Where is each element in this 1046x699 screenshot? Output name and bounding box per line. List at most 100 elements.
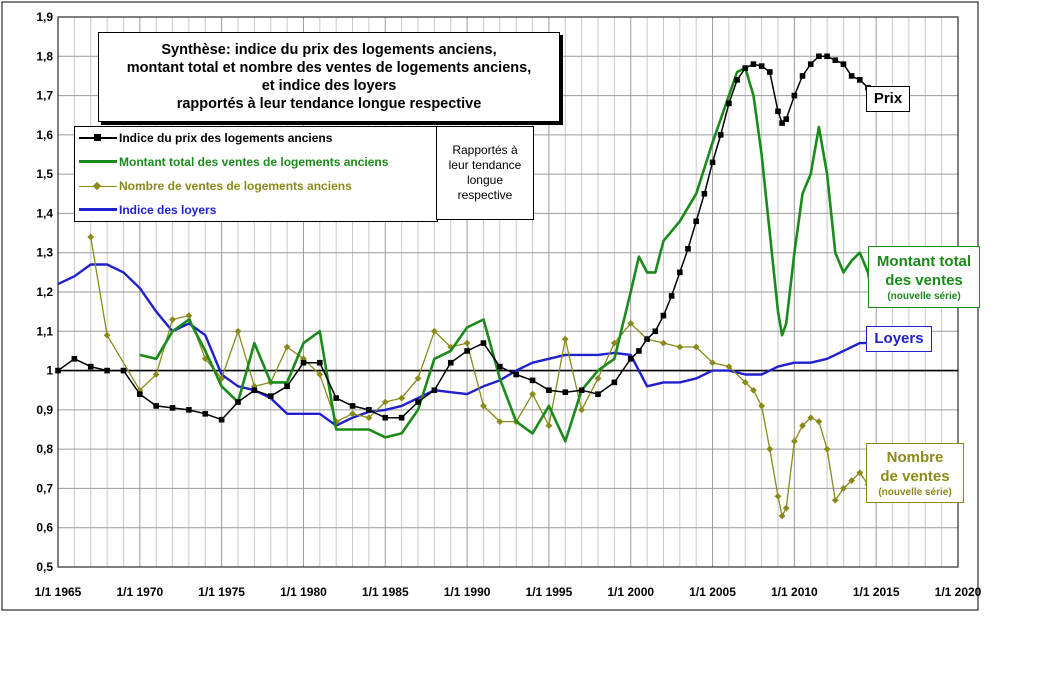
- data-point-prix: [791, 92, 798, 99]
- data-point-prix: [767, 69, 773, 75]
- data-point-nombre: [316, 371, 324, 378]
- data-point-nombre: [823, 445, 831, 453]
- y-tick-label: 0,6: [36, 521, 53, 535]
- data-point-nombre: [365, 414, 373, 422]
- data-point-prix: [668, 293, 675, 299]
- y-tick-label: 0,9: [36, 403, 53, 417]
- y-tick-label: 1,1: [36, 324, 53, 338]
- data-point-prix: [652, 328, 659, 335]
- data-point-prix: [333, 395, 339, 401]
- data-point-nombre: [782, 504, 790, 512]
- callout-nombre: Nombre de ventes (nouvelle série): [866, 443, 964, 503]
- y-tick-label: 1,6: [36, 128, 53, 142]
- data-point-nombre: [283, 343, 291, 351]
- y-tick-label: 0,7: [36, 481, 53, 495]
- data-point-nombre: [766, 445, 774, 453]
- data-point-nombre: [799, 422, 806, 429]
- callout-montant-line-2: des ventes: [885, 271, 963, 289]
- data-point-prix: [799, 73, 806, 79]
- data-point-prix: [758, 63, 765, 69]
- x-tick-label: 1/1 1995: [526, 585, 573, 599]
- data-point-prix: [848, 73, 855, 79]
- data-point-nombre: [529, 390, 536, 398]
- y-tick-label: 1: [46, 364, 53, 378]
- data-point-prix: [562, 389, 569, 395]
- data-point-prix: [750, 61, 757, 67]
- data-point-nombre: [201, 355, 209, 363]
- data-point-prix: [529, 377, 536, 384]
- data-point-prix: [186, 407, 192, 413]
- data-point-prix: [693, 218, 699, 225]
- data-point-prix: [578, 387, 585, 394]
- data-point-nombre: [430, 327, 438, 335]
- data-point-nombre: [758, 402, 766, 410]
- data-point-prix: [120, 367, 127, 374]
- data-point-nombre: [856, 469, 864, 477]
- note-line-3: longue: [466, 173, 504, 187]
- legend-label-loyers: Indice des loyers: [119, 203, 217, 217]
- data-point-nombre: [218, 375, 226, 382]
- y-tick-label: 0,8: [36, 442, 53, 456]
- data-point-prix: [447, 359, 454, 366]
- data-point-nombre: [496, 418, 504, 426]
- data-point-prix: [779, 120, 785, 126]
- data-point-prix: [611, 379, 618, 386]
- data-point-prix: [415, 399, 421, 405]
- data-point-nombre: [774, 492, 782, 500]
- series-prix: [55, 53, 875, 423]
- data-point-nombre: [561, 335, 569, 343]
- data-point-prix: [734, 77, 740, 83]
- chart-title-line-2: montant total et nombre des ventes de lo…: [126, 60, 532, 76]
- data-point-nombre: [741, 378, 749, 386]
- data-point-prix: [267, 393, 274, 399]
- data-point-prix: [685, 245, 691, 252]
- y-tick-label: 0,5: [36, 560, 53, 574]
- data-point-prix: [677, 269, 683, 276]
- data-point-nombre: [790, 437, 798, 445]
- legend-item-prix: Indice du prix des logements anciens: [75, 129, 437, 147]
- legend-item-nombre: Nombre de ventes de logements anciens: [75, 177, 437, 195]
- data-point-nombre: [676, 343, 684, 351]
- data-point-nombre: [660, 339, 667, 347]
- data-point-prix: [169, 405, 176, 411]
- data-point-prix: [726, 100, 732, 107]
- data-point-prix: [153, 403, 159, 409]
- data-point-prix: [857, 77, 863, 83]
- data-point-prix: [807, 61, 814, 67]
- note-line-1: Rapportés à: [452, 143, 518, 157]
- series-montant: [139, 66, 874, 443]
- y-tick-label: 1,7: [36, 89, 53, 103]
- data-point-nombre: [152, 371, 160, 378]
- data-point-prix: [701, 190, 708, 197]
- x-tick-label: 1/1 1975: [198, 585, 245, 599]
- legend-item-montant: Montant total des ventes de logements an…: [75, 153, 437, 171]
- callout-montant-note: (nouvelle série): [887, 290, 961, 302]
- y-tick-label: 1,8: [36, 49, 53, 63]
- chart-title-line-4: rapportés à leur tendance longue respect…: [176, 96, 482, 112]
- legend: Indice du prix des logements anciens Mon…: [74, 126, 438, 222]
- data-point-prix: [251, 387, 258, 394]
- axes: 1/1 1965 1/1 1970 1/1 1975 1/1 1980 1/1 1985…: [35, 10, 982, 599]
- series-group: [55, 53, 877, 520]
- data-point-prix: [202, 410, 209, 417]
- data-point-nombre: [709, 359, 716, 367]
- data-point-nombre: [807, 414, 815, 422]
- data-point-prix: [816, 53, 822, 60]
- data-point-nombre: [103, 331, 111, 339]
- data-point-prix: [595, 391, 601, 397]
- data-point-nombre: [398, 394, 406, 402]
- data-point-nombre: [610, 339, 618, 347]
- x-tick-label: 1/1 1970: [116, 585, 163, 599]
- data-point-nombre: [627, 320, 635, 327]
- data-point-prix: [284, 383, 290, 390]
- legend-swatch-nombre: [75, 177, 119, 195]
- legend-item-loyers: Indice des loyers: [75, 201, 437, 219]
- data-point-prix: [71, 355, 78, 362]
- data-point-prix: [366, 407, 372, 413]
- data-point-prix: [349, 403, 356, 409]
- data-point-prix: [431, 387, 438, 394]
- data-point-nombre: [840, 485, 847, 492]
- legend-swatch-montant: [75, 153, 119, 171]
- legend-label-nombre: Nombre de ventes de logements anciens: [119, 179, 352, 193]
